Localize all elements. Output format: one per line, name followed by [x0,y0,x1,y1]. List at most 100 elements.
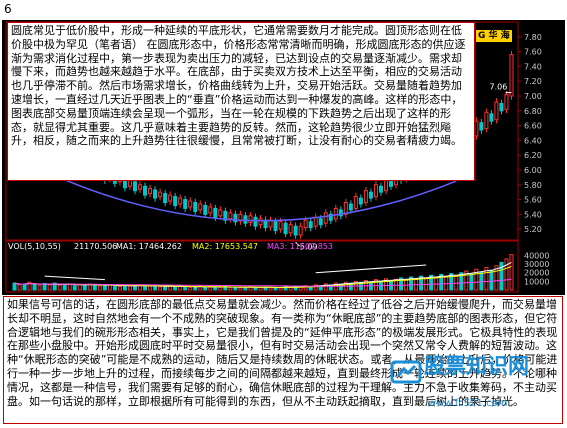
volume-bar [509,254,514,291]
volume-trend-line-left [44,275,105,281]
candle-body [303,219,308,229]
candle-body [278,221,283,230]
price-tick-label: 6.40 [524,136,542,145]
candle-body [313,216,318,227]
volume-bar [383,278,388,291]
candle-body [223,210,228,221]
high-annotation: 7.06 [489,83,507,92]
price-tick-label: 5.20 [524,225,542,234]
volume-bar [193,286,198,291]
candle-body [163,193,168,204]
volume-bar [57,284,62,291]
chart-svg: 7.80 7.60 7.40 7.20 7.00 6.80 6.60 6.40 6.20 6.00… [5,21,549,293]
candle-body [293,225,298,236]
volume-bar [464,270,469,291]
volume-bar [449,273,454,291]
volume-bar [373,279,378,291]
candle-body [148,187,153,195]
candle-body [283,222,288,235]
price-tick-label: 6.80 [524,107,542,116]
candle-body [188,200,193,208]
candle-body [218,209,223,217]
volume-bar [127,285,132,291]
volume-bar [363,280,368,291]
price-tick-label: 7.00 [524,92,542,101]
candle-body [373,184,378,198]
volume-bar [97,285,102,291]
volume-bar [213,286,218,291]
price-tick-label: 5.60 [524,196,542,205]
volume-bar [82,284,87,291]
candle-body [178,197,183,205]
volume-bar [419,275,424,291]
candle-body [358,197,363,205]
candle-body [348,203,353,211]
candle-body [484,111,489,130]
volume-bar [163,286,168,291]
volume-panel-frame [5,239,519,293]
candle-body [328,213,333,221]
candle-body [378,185,383,193]
candle-body [288,224,293,234]
candle-body [353,196,358,209]
price-tick-label: 6.60 [524,122,542,131]
candle-body [228,212,233,220]
candle-body [183,199,188,209]
volume-bar [47,284,52,291]
candle-body [198,203,203,211]
price-tick-label: 7.40 [524,62,542,71]
volume-value-label: 21170.506 [74,242,117,251]
volume-bar [117,286,122,291]
candle-body [238,213,243,222]
volume-bar [238,287,243,291]
watermark-logo-icon [390,360,422,384]
candle-body [273,221,278,232]
volume-bar [394,278,399,291]
candle-body [489,113,494,122]
volume-bar [112,285,117,291]
candle-body [213,207,218,218]
candle-body [138,184,143,190]
volume-bar [499,261,504,291]
volume-bar [148,285,153,291]
watermark-title: 股票知识网 [424,354,529,378]
candle-body [153,189,158,199]
price-tick-label: 7.80 [524,33,542,42]
candle-body [233,213,238,223]
volume-bar [143,286,148,291]
volume-bar [27,281,32,291]
stock-tag: G 华 海 [476,30,512,42]
candle-body [208,206,213,214]
volume-bar [268,287,273,291]
candle-body [258,218,263,226]
candle-body [318,218,323,226]
volume-ma2-label: MA2: 17653.547 [192,242,258,251]
candle-body [389,179,394,187]
candle-body [509,54,514,97]
low-annotation-line [295,241,300,247]
volume-tick-label: 40000 [524,251,549,260]
volume-bar [479,271,484,291]
candle-body [243,215,248,224]
volume-bar [107,284,112,291]
candle-body [168,194,173,202]
volume-bar [92,284,97,291]
candle-body [504,94,509,110]
candle-body [193,202,198,212]
candle-body [143,185,148,196]
candle-body [173,196,178,206]
volume-tick-label: 10000 [524,277,549,286]
candle-body [298,225,303,236]
candle-body [203,204,208,215]
volume-bar [424,277,429,291]
price-tick-label: 6.00 [524,166,542,175]
candle-body [499,102,504,112]
candle-body [253,216,258,227]
price-tick-label: 6.20 [524,151,542,160]
candle-body [474,120,479,137]
volume-trend-line [315,264,427,274]
volume-bar [243,286,248,291]
volume-bar [454,274,459,291]
watermark-url: www.fc521.com [428,398,508,409]
candle-body [132,181,137,192]
